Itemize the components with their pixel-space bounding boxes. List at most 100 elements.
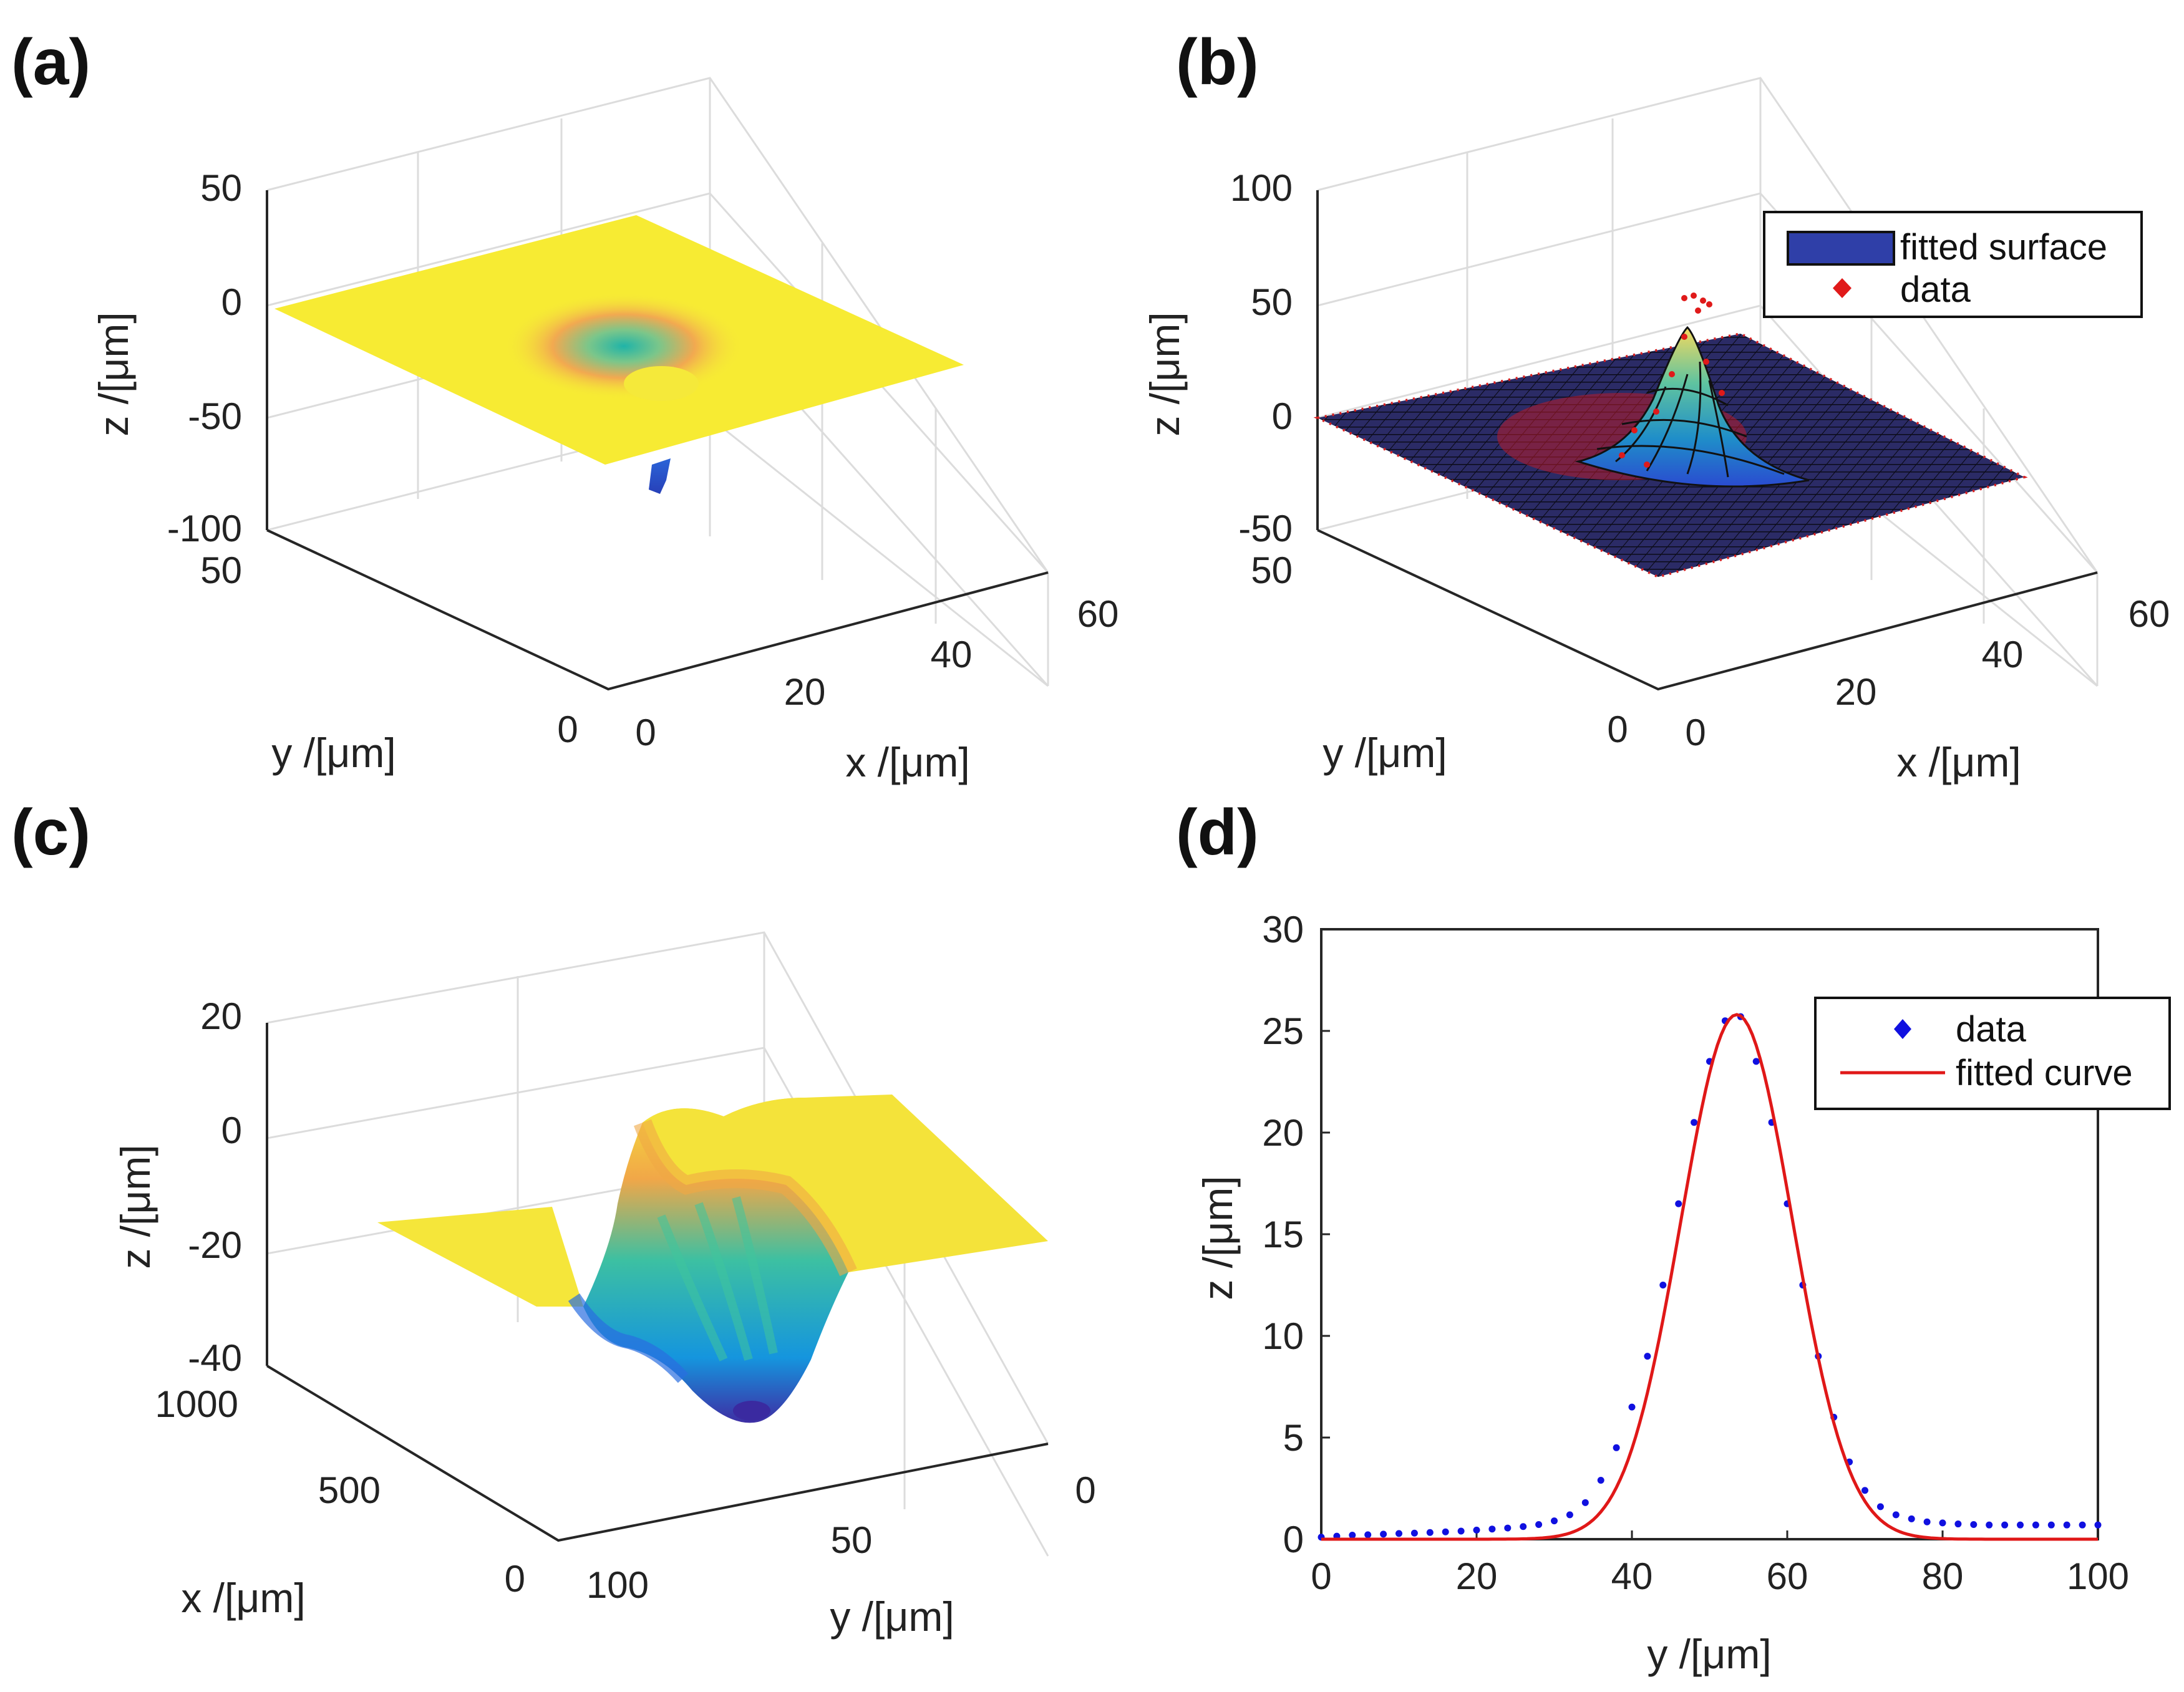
legend-label: data: [1900, 269, 1971, 310]
tick-label: 50: [831, 1519, 873, 1561]
legend-marker-data: [1833, 278, 1852, 298]
legend-b: fitted surface data: [1763, 211, 2143, 318]
tick-label: 20: [200, 995, 242, 1037]
y-axis-label-a: y /[μm]: [271, 730, 396, 776]
series-data: [1318, 1013, 2102, 1541]
y-ticks-c: 100 50 0: [586, 1469, 1096, 1606]
x-tick-label: 0: [1311, 1555, 1331, 1597]
z-ticks-b: 100 50 0 -50: [1230, 167, 1293, 549]
series-fitted-curve: [1321, 1013, 2098, 1541]
tick-label: 100: [586, 1564, 649, 1606]
data-point: [2001, 1521, 2009, 1529]
panel-label-d: (d): [1176, 796, 1259, 869]
surface-c: [377, 1095, 1048, 1423]
tick-label: 50: [200, 549, 242, 591]
y-tick-label: 20: [1262, 1112, 1304, 1154]
tick-label: -20: [188, 1224, 242, 1266]
y-tick-label: 0: [1283, 1519, 1304, 1560]
data-point: [1628, 1403, 1636, 1411]
data-point: [1364, 1531, 1372, 1539]
y-ticks-b: 50 0: [1251, 549, 1628, 750]
data-point: [1939, 1519, 1946, 1527]
tick-label: -50: [188, 395, 242, 437]
panel-label-b: (b): [1176, 26, 1259, 99]
data-point: [1566, 1511, 1573, 1519]
x-tick-label: 20: [1456, 1555, 1498, 1597]
z-axis-label-b: z /[μm]: [1142, 312, 1188, 436]
data-point: [1954, 1520, 1962, 1528]
y-tick-label: 30: [1262, 909, 1304, 950]
tick-label: 50: [1251, 549, 1293, 591]
tick-label: 1000: [155, 1383, 238, 1425]
data-point: [1535, 1521, 1543, 1529]
tick-label: 500: [318, 1469, 381, 1511]
data-point: [1488, 1525, 1496, 1533]
data-point: [2079, 1521, 2086, 1529]
data-point: [1908, 1515, 1915, 1522]
tick-label: 0: [1075, 1469, 1095, 1511]
surface-a: [274, 215, 964, 494]
tick-label: 0: [221, 1109, 242, 1151]
data-point: [1581, 1499, 1589, 1506]
tick-label: 0: [1685, 712, 1706, 753]
data-point: [1551, 1517, 1558, 1525]
data-point: [1457, 1527, 1465, 1535]
legend-marker-data: [1894, 1019, 1911, 1039]
tick-label: -50: [1238, 508, 1293, 549]
tick-label: 0: [505, 1558, 525, 1600]
y-axis-label-b: y /[μm]: [1323, 730, 1447, 776]
y-tick-label: 10: [1262, 1315, 1304, 1357]
data-point: [1349, 1531, 1356, 1539]
x-ticks-c: 1000 500 0: [155, 1383, 525, 1600]
x-ticks-b: 0 20 40 60: [1685, 593, 2170, 753]
z-axis-label-a: z /[μm]: [90, 312, 137, 436]
data-point: [2063, 1521, 2070, 1529]
x-axis-label-a: x /[μm]: [845, 739, 969, 785]
y-ticks-d: 0 5 10 15 20 25 30: [1262, 909, 1330, 1560]
data-point: [1752, 1058, 1760, 1065]
x-tick-label: 60: [1767, 1555, 1808, 1597]
tick-label: 20: [1835, 671, 1877, 713]
x-tick-label: 100: [2067, 1555, 2129, 1597]
z-axis-label-c: z /[μm]: [112, 1144, 158, 1269]
data-point: [1659, 1282, 1667, 1288]
legend-swatch-surface: [1787, 231, 1895, 266]
data-point: [1970, 1521, 1978, 1529]
x-axis-label-d: y /[μm]: [1647, 1631, 1771, 1677]
z-ticks-c: 20 0 -20 -40: [188, 995, 242, 1379]
x-axis-label-b: x /[μm]: [1896, 739, 2021, 785]
data-point: [1520, 1523, 1527, 1530]
legend-d: data fitted curve: [1814, 997, 2171, 1110]
y-tick-label: 15: [1262, 1214, 1304, 1255]
data-point: [1597, 1476, 1604, 1484]
panel-d: (d) 0 20 40 60 80 100 0 5 10 15 20 25 30 z /[μm] y …: [1176, 796, 2171, 1677]
data-markers-b: [1619, 292, 1725, 468]
data-point: [2094, 1521, 2102, 1529]
tick-label: 0: [221, 281, 242, 323]
data-point: [1473, 1526, 1480, 1534]
data-point: [2047, 1521, 2055, 1529]
x-tick-label: 80: [1922, 1555, 1964, 1597]
panel-b: (b) 100 50 0 -50: [1142, 26, 2170, 785]
y-ticks-a: 50 0: [200, 549, 578, 750]
tick-label: 60: [2128, 593, 2170, 635]
tick-label: -40: [188, 1337, 242, 1379]
tick-label: 0: [1607, 708, 1628, 750]
legend-label: fitted curve: [1956, 1053, 2133, 1093]
y-axis-label-d: z /[μm]: [1195, 1176, 1241, 1300]
panel-label-c: (c): [11, 796, 90, 869]
data-point: [1923, 1518, 1931, 1525]
x-ticks-a: 0 20 40 60: [635, 593, 1119, 753]
data-point: [2017, 1521, 2024, 1529]
data-point: [1892, 1511, 1900, 1519]
data-point: [1613, 1444, 1620, 1451]
axes-box-c: [266, 931, 1049, 1557]
tick-label: 100: [1230, 167, 1293, 209]
tick-label: 50: [1251, 281, 1293, 323]
data-point: [1675, 1200, 1682, 1207]
data-point: [1986, 1521, 1993, 1529]
tick-label: 60: [1077, 593, 1119, 635]
data-point: [1380, 1530, 1387, 1538]
data-point: [1876, 1503, 1884, 1511]
